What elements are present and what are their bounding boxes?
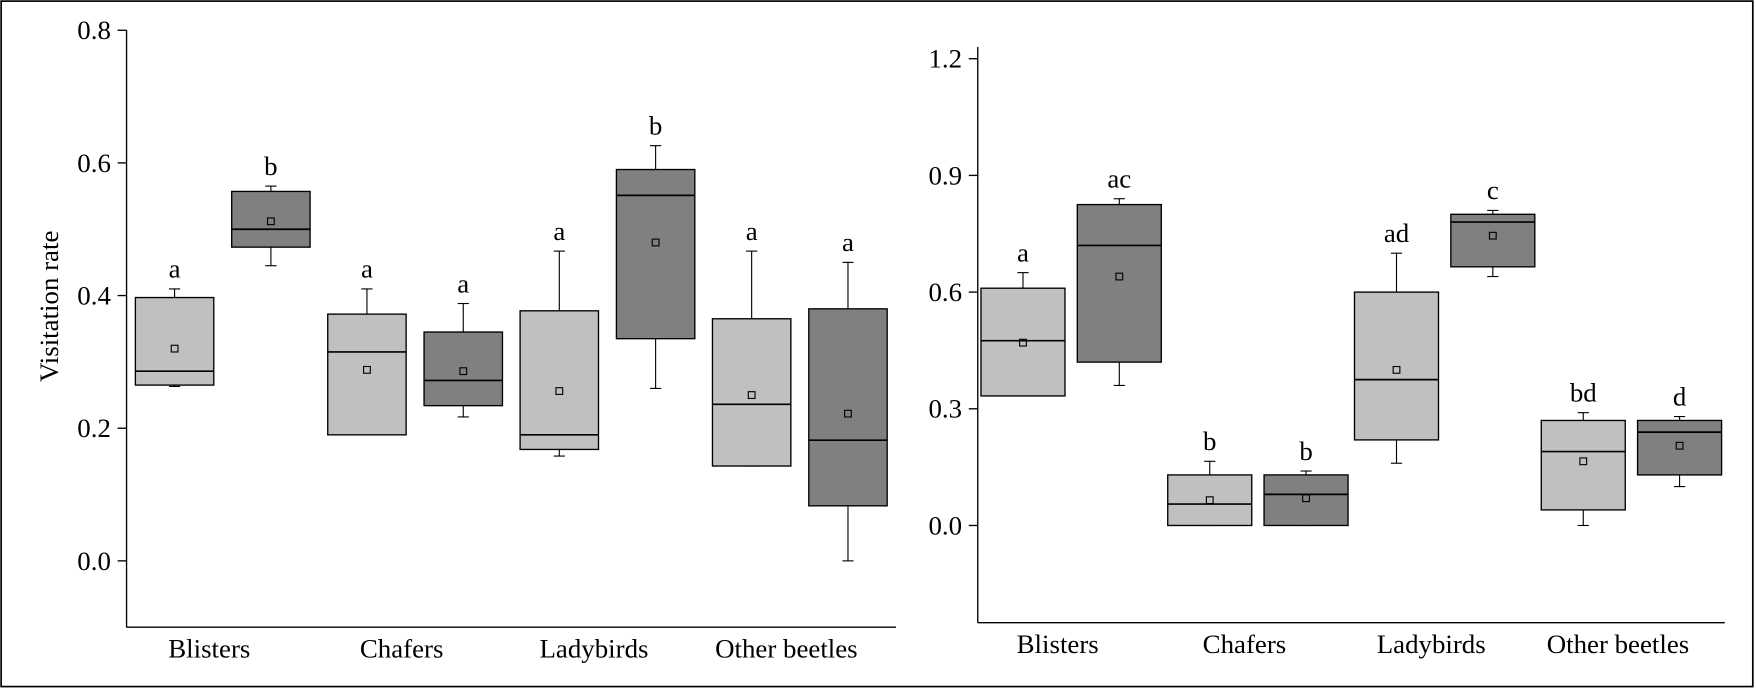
group-letter: b: [1299, 436, 1312, 466]
group-letter: a: [553, 216, 565, 246]
mean: [363, 365, 371, 374]
box: [615, 168, 696, 340]
group-letter: d: [1673, 381, 1687, 411]
box: [1450, 213, 1536, 268]
mean: [844, 409, 852, 418]
group-letter: b: [649, 110, 662, 140]
box: [1263, 474, 1349, 527]
box: [327, 313, 407, 436]
y-tick-label: 0.9: [928, 160, 962, 190]
y-tick-label: 0.2: [77, 413, 111, 443]
group-letter: a: [746, 216, 758, 246]
mean: [1392, 365, 1401, 374]
box: [519, 310, 600, 451]
group-letter: ac: [1107, 164, 1131, 194]
box: [1636, 419, 1723, 476]
box: [1076, 203, 1162, 363]
y-tick-label: 0.0: [77, 546, 111, 576]
group-letter: bd: [1570, 377, 1597, 407]
group-letter: b: [264, 151, 277, 181]
mean: [266, 217, 275, 226]
mean: [170, 344, 179, 353]
mean: [1205, 496, 1214, 505]
box: [423, 331, 504, 407]
mean: [1675, 441, 1684, 450]
mean: [555, 387, 564, 395]
mean: [1488, 231, 1497, 240]
y-axis-label: Visitation rate: [34, 231, 64, 382]
box: [711, 318, 792, 467]
mean: [1579, 457, 1588, 466]
x-tick-label: Chafers: [1203, 629, 1287, 659]
x-tick-label: Ladybirds: [540, 633, 649, 663]
group-letter: a: [842, 227, 854, 257]
mean: [1115, 272, 1124, 281]
mean: [747, 391, 756, 399]
y-tick-label: 0.6: [928, 277, 962, 307]
box: [808, 308, 888, 507]
mean: [1019, 338, 1027, 347]
y-tick-label: 0.8: [77, 15, 111, 45]
group-letter: b: [1203, 426, 1216, 456]
x-tick-label: Ladybirds: [1377, 629, 1486, 659]
y-tick-label: 0.4: [77, 281, 111, 311]
mean: [459, 367, 468, 376]
x-tick-label: Blisters: [1017, 629, 1099, 659]
mean: [1302, 494, 1310, 503]
x-tick-label: Other beetles: [1547, 629, 1690, 659]
group-letter: a: [457, 268, 469, 298]
x-tick-label: Chafers: [360, 633, 444, 663]
group-letter: ad: [1384, 218, 1410, 248]
box: [231, 190, 311, 248]
y-tick-label: 0.0: [928, 510, 962, 540]
x-tick-label: Other beetles: [715, 633, 858, 663]
x-tick-label: Blisters: [168, 633, 250, 663]
group-letter: a: [1017, 237, 1029, 267]
group-letter: a: [169, 254, 181, 284]
group-letter: c: [1487, 175, 1499, 205]
y-tick-label: 0.3: [928, 394, 962, 424]
y-tick-label: 1.2: [928, 44, 962, 74]
mean: [651, 238, 660, 247]
box: [980, 287, 1066, 397]
y-tick-label: 0.6: [77, 148, 111, 178]
group-letter: a: [361, 254, 373, 284]
box: [1167, 474, 1253, 527]
